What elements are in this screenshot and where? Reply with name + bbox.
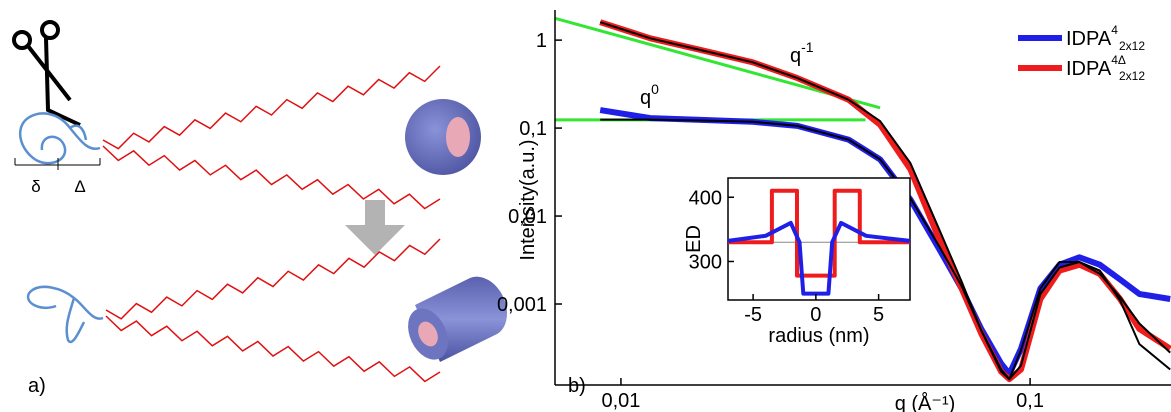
legend-superscript: 4 — [1111, 23, 1118, 37]
panel-label: a) — [28, 375, 46, 397]
x-tick-label: 0,01 — [601, 390, 640, 412]
lipid-chain — [103, 66, 440, 149]
x-tick-label: 0 — [810, 304, 821, 326]
y-tick-label: 300 — [689, 251, 722, 273]
legend-superscript: 4Δ — [1111, 53, 1126, 67]
figure: δ Δ a) b) 10,10,010,0010,010,1q (Å⁻¹)Int… — [0, 0, 1171, 412]
annotation-superscript: -1 — [801, 39, 814, 55]
scissor-ring — [14, 32, 30, 48]
y-tick-label: 0,001 — [497, 294, 547, 316]
scale-brackets — [15, 158, 100, 170]
y-tick-label: 0,1 — [519, 118, 547, 140]
lipid-chain — [106, 239, 440, 319]
x-tick-label: -5 — [744, 304, 762, 326]
legend-subscript: 2x12 — [1119, 69, 1145, 83]
scissors — [14, 22, 80, 125]
scissor-blade — [28, 38, 80, 125]
micelle-core — [446, 117, 470, 157]
peptide-blob — [20, 113, 100, 163]
annotation-text: q — [790, 45, 801, 67]
y-axis-label: Intensity(a.u.) — [517, 139, 539, 260]
annotation: q0 — [640, 81, 659, 109]
x-axis-label: q (Å⁻¹) — [895, 392, 956, 412]
legend-label: IDPA4 — [1066, 23, 1118, 50]
y-axis-label: ED — [683, 225, 705, 253]
Delta-label: Δ — [74, 177, 85, 196]
lipid-chain — [106, 316, 440, 381]
annotation: q-1 — [790, 39, 814, 67]
legend-name: IDPA — [1066, 28, 1112, 50]
arrow — [345, 200, 405, 255]
legend-label: IDPA4Δ — [1066, 53, 1126, 80]
legend-name: IDPA — [1066, 58, 1112, 80]
y-tick-label: 400 — [689, 187, 722, 209]
lipid-chain — [103, 146, 440, 209]
annotation-text: q — [640, 87, 651, 109]
y-tick-label: 1 — [536, 30, 547, 52]
legend-subscript: 2x12 — [1119, 39, 1145, 53]
peptide-blob — [28, 287, 103, 342]
panel-label: b) — [568, 375, 586, 397]
annotation-superscript: 0 — [651, 81, 659, 97]
x-axis-label: radius (nm) — [768, 325, 869, 347]
x-tick-label: 5 — [873, 304, 884, 326]
delta-label: δ — [31, 177, 40, 196]
x-tick-label: 0,1 — [1016, 390, 1044, 412]
scissor-ring — [42, 22, 58, 38]
